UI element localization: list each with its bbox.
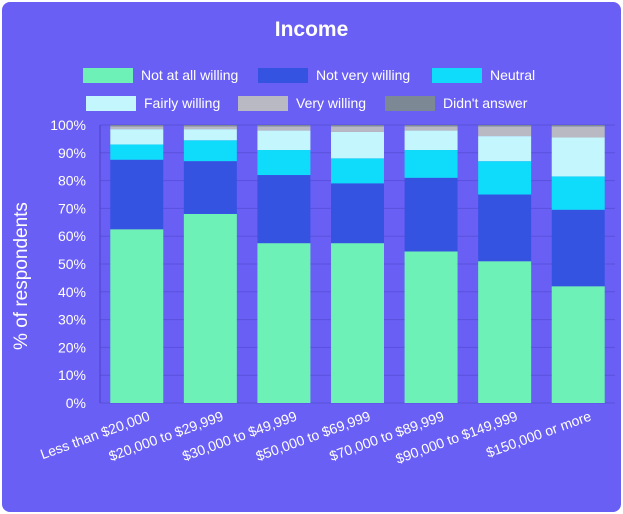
bar-segment [551, 125, 605, 127]
y-tick-label: 30% [58, 312, 86, 328]
y-tick-label: 100% [50, 117, 86, 133]
bar-segment [478, 136, 532, 162]
legend-label: Very willing [296, 95, 367, 111]
bar-segment [183, 129, 237, 141]
legend-swatch [432, 67, 482, 83]
legend-label: Didn't answer [443, 95, 528, 111]
bar-segment [478, 261, 532, 403]
bar-segment [110, 229, 164, 403]
x-tick-label: $90,000 to $149,999 [393, 408, 519, 467]
legend-label: Not very willing [316, 67, 411, 83]
bar-segment [551, 176, 605, 210]
y-tick-label: 60% [58, 228, 86, 244]
bar-segment [404, 130, 458, 151]
legend-label: Fairly willing [144, 95, 221, 111]
bar-segment [478, 125, 532, 127]
bar-segment [257, 125, 311, 127]
bar-segment [404, 125, 458, 127]
y-tick-label: 20% [58, 339, 86, 355]
bar-segment [110, 159, 164, 230]
bar-segment [551, 286, 605, 403]
y-axis-title: % of respondents [11, 202, 32, 350]
bar-segment [183, 125, 237, 127]
y-tick-label: 0% [66, 395, 86, 411]
y-tick-label: 80% [58, 173, 86, 189]
bar-segment [404, 126, 458, 131]
chart-title: Income [274, 18, 349, 41]
bar-segment [257, 150, 311, 176]
bar-segment [478, 161, 532, 195]
legend-swatch [86, 95, 136, 111]
bar-segment [331, 183, 384, 244]
bar-segment [331, 125, 384, 127]
legend-item: Neutral [432, 67, 535, 83]
bar-segment [183, 140, 237, 162]
legend-item: Not at all willing [83, 67, 238, 83]
bar-segment [183, 161, 237, 214]
y-tick-label: 40% [58, 284, 86, 300]
bar-segment [110, 129, 164, 145]
legend-swatch [238, 95, 288, 111]
legend-item: Fairly willing [86, 95, 220, 111]
bar-segment [551, 137, 605, 177]
legend-item: Very willing [238, 95, 366, 111]
legend-swatch [83, 67, 133, 83]
bar-segment [404, 251, 458, 403]
bar-segment [257, 243, 311, 403]
bar-segment [551, 209, 605, 287]
legend-swatch [258, 67, 308, 83]
bar-segment [331, 131, 384, 159]
legend-label: Neutral [490, 67, 536, 83]
bar-segment [551, 126, 605, 138]
legend-swatch [385, 95, 435, 111]
bar-segment [257, 130, 311, 151]
bar-segment [183, 126, 237, 130]
y-tick-label: 90% [58, 145, 86, 161]
bar-segment [331, 243, 384, 403]
bar-segment [404, 177, 458, 252]
bar-segment [331, 126, 384, 132]
bar-segment [183, 213, 237, 403]
bar-segment [331, 158, 384, 184]
legend-item: Not very willing [258, 67, 410, 83]
legend-label: Not at all willing [141, 67, 239, 83]
y-tick-label: 10% [58, 367, 86, 383]
bar-segment [404, 150, 458, 178]
y-tick-label: 50% [58, 256, 86, 272]
bar-segment [110, 126, 164, 130]
bar-segment [478, 194, 532, 262]
legend-item: Didn't answer [385, 95, 527, 111]
bar-segment [478, 126, 532, 137]
y-tick-label: 70% [58, 200, 86, 216]
bar-segment [257, 175, 311, 244]
bar-segment [257, 126, 311, 131]
bar-segment [110, 144, 164, 160]
bar-segment [110, 125, 164, 127]
